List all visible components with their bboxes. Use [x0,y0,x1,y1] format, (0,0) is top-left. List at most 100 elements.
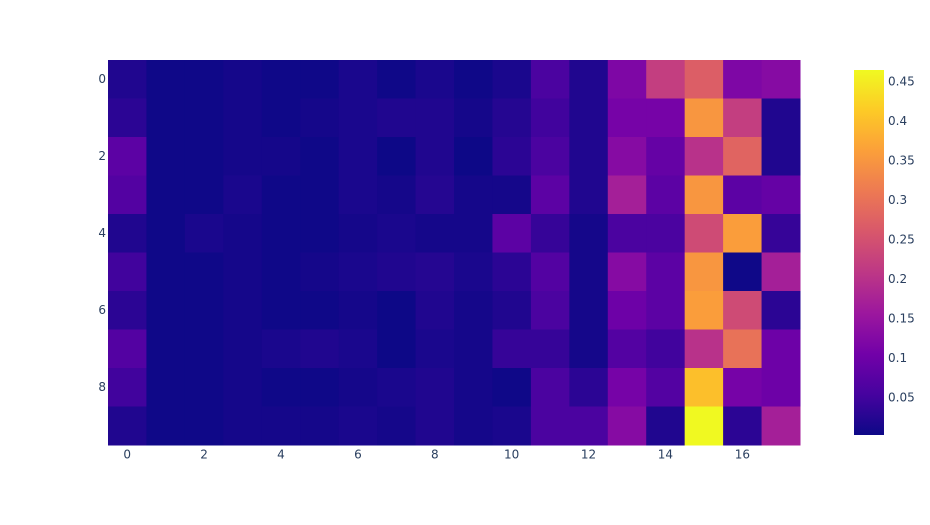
y-tick-label: 2 [98,149,106,163]
heatmap-cell [338,214,378,253]
x-tick-label: 4 [277,448,285,462]
heatmap-cell [530,406,570,446]
heatmap-cell [377,175,417,215]
heatmap-cell [569,98,609,138]
heatmap-cell [223,291,263,330]
heatmap-cell [530,60,570,99]
heatmap-cell [530,291,570,330]
heatmap-cell [338,406,378,446]
heatmap-cell [723,137,763,176]
heatmap-cell [415,368,455,407]
heatmap-cell [261,291,301,330]
heatmap-cell [223,406,263,446]
colorbar-tick-label: 0.25 [888,232,915,246]
heatmap-cell [646,291,686,330]
heatmap-cell [108,329,147,369]
heatmap-cell [454,252,493,292]
heatmap-cell [223,137,263,176]
heatmap-cell [723,214,763,253]
heatmap-cell [146,291,186,330]
heatmap-cell [300,98,340,138]
heatmap-cell [377,291,417,330]
heatmap-cell [415,252,455,292]
heatmap-cell [108,291,147,330]
x-tick-label: 2 [200,448,208,462]
heatmap-cell [184,137,224,176]
heatmap-cell [761,252,801,292]
heatmap-cell [646,137,686,176]
heatmap-cell [761,98,801,138]
heatmap-cell [108,214,147,253]
heatmap-cell [261,98,301,138]
heatmap-cell [108,252,147,292]
heatmap-cell [338,252,378,292]
heatmap-cell [184,60,224,99]
heatmap-cell [223,368,263,407]
heatmap-cell [338,60,378,99]
heatmap-cell [223,98,263,138]
heatmap-cell [530,252,570,292]
heatmap-cell [377,368,417,407]
heatmap-cell [454,214,493,253]
heatmap-cell [184,98,224,138]
heatmap-cell [261,252,301,292]
colorbar-tick-label: 0.2 [888,272,907,286]
heatmap-cell [454,291,493,330]
heatmap-cell [223,329,263,369]
heatmap-cell [492,368,532,407]
heatmap-cell [338,291,378,330]
y-tick-label: 6 [98,303,106,317]
heatmap-cell [607,137,647,176]
heatmap-cell [492,60,532,99]
heatmap-cell [761,60,801,99]
heatmap-cell [300,406,340,446]
heatmap-cell [761,214,801,253]
heatmap-cell [146,137,186,176]
heatmap-cell [646,329,686,369]
heatmap-cell [146,98,186,138]
heatmap-cell [684,368,724,407]
heatmap-cell [492,175,532,215]
heatmap-cell [569,406,609,446]
heatmap-cell [569,252,609,292]
heatmap-cell [761,368,801,407]
heatmap-cell [108,406,147,446]
heatmap-cell [646,406,686,446]
x-tick-label: 14 [658,448,673,462]
heatmap-cell [530,329,570,369]
colorbar-tick-label: 0.1 [888,351,907,365]
heatmap-cell [723,329,763,369]
heatmap-cell [492,291,532,330]
colorbar-tick-label: 0.4 [888,114,907,128]
heatmap-cell [761,329,801,369]
heatmap-cell [261,137,301,176]
x-tick-label: 12 [581,448,596,462]
heatmap-cell [454,175,493,215]
heatmap-cell [146,406,186,446]
heatmap-cell [684,137,724,176]
heatmap-cell [300,252,340,292]
heatmap-cell [377,137,417,176]
heatmap-cell [261,175,301,215]
heatmap-cell [569,291,609,330]
heatmap-cell [146,175,186,215]
heatmap-cell [723,175,763,215]
heatmap-cell [108,368,147,407]
y-tick-label: 4 [98,226,106,240]
x-tick-label: 16 [735,448,750,462]
y-tick-label: 8 [98,380,106,394]
heatmap-cell [261,60,301,99]
heatmap-cell [454,137,493,176]
heatmap-cell [454,60,493,99]
heatmap-cell [530,175,570,215]
heatmap-cell [492,214,532,253]
heatmap-cell [569,214,609,253]
heatmap-cell [723,368,763,407]
heatmap-cell [684,98,724,138]
heatmap-cell [569,175,609,215]
heatmap-cell [492,329,532,369]
heatmap-cell [146,329,186,369]
heatmap-cell [530,214,570,253]
heatmap-cell [261,214,301,253]
heatmap-cell [184,329,224,369]
